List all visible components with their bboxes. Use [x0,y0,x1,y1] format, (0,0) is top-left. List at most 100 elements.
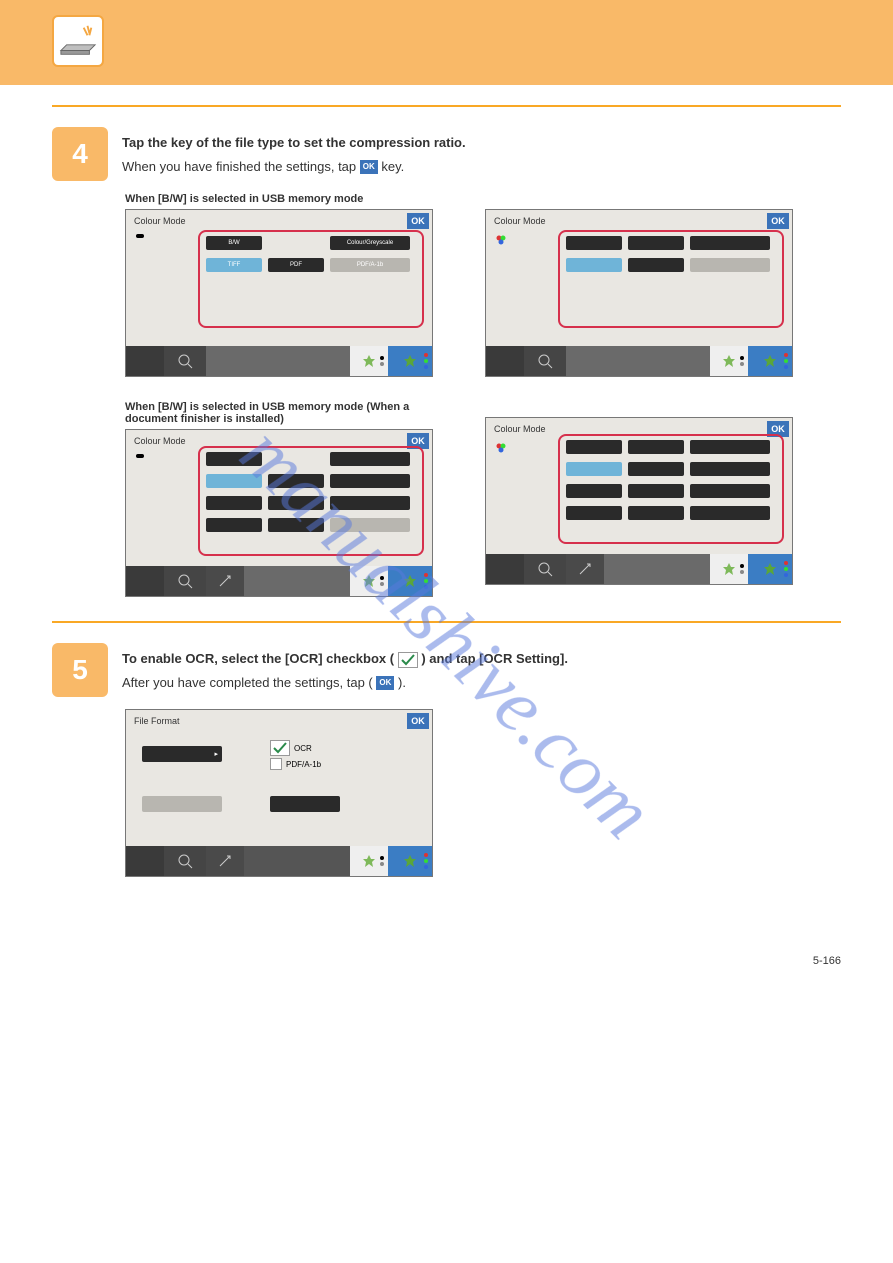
bb-color-start[interactable] [748,554,792,584]
bb-color-start[interactable] [388,346,432,376]
opt-pdf[interactable]: PDF [268,258,324,272]
caption-color-2 [485,401,795,413]
step-4: 4 Tap the key of the file type to set th… [52,127,841,181]
r3c3[interactable] [330,496,410,510]
ok-icon: OK [360,160,378,174]
divider [52,105,841,107]
r1c2[interactable] [628,440,684,454]
bb-mid [206,346,350,376]
bottom-bar [126,346,432,376]
bb-others[interactable] [206,566,244,596]
r3c2[interactable] [628,484,684,498]
ocr-checkbox-row[interactable]: OCR [270,740,312,756]
r4c2[interactable] [628,506,684,520]
bb-others[interactable] [566,554,604,584]
step5-line1: To enable OCR, select the [OCR] checkbox… [122,651,398,666]
bb-bw-start[interactable] [350,846,388,876]
bb-preview[interactable] [164,566,206,596]
bb-bw-start[interactable] [710,346,748,376]
pdfa-label: PDF/A-1b [286,760,321,769]
bb-bw-start[interactable] [350,346,388,376]
screen-color-1: OK Colour Mode [485,209,793,377]
bb-preview[interactable] [524,346,566,376]
r3c1[interactable] [566,484,622,498]
r3c3[interactable] [690,484,770,498]
checkbox-checked-icon [398,652,418,668]
divider-2 [52,621,841,623]
page-footer: 5-166 [0,917,893,977]
pdfa-checkbox-row[interactable]: PDF/A-1b [270,758,321,770]
r2c1[interactable] [566,462,622,476]
r1c1[interactable] [566,440,622,454]
header-bar [0,0,893,85]
scanner-icon [52,15,104,67]
opt-3[interactable] [690,236,770,250]
opt-6[interactable] [690,258,770,272]
opt-2[interactable] [628,236,684,250]
bb-color-start[interactable] [388,566,432,596]
bb-mid [604,554,710,584]
r3c2[interactable] [268,496,324,510]
r3c1[interactable] [206,496,262,510]
bottom-bar [126,566,432,596]
step5-line2-post: ). [398,675,406,690]
r2c1[interactable] [206,474,262,488]
ok-corner[interactable]: OK [407,213,429,229]
r2c3[interactable] [330,474,410,488]
bb-preview[interactable] [164,346,206,376]
step4-line1-end: key. [381,159,404,174]
screen-title: Colour Mode [494,424,546,434]
bottom-bar [486,554,792,584]
ocr-label: OCR [294,744,312,753]
bb-preview[interactable] [164,846,206,876]
caption-bw-1: When [B/W] is selected in USB memory mod… [125,193,435,205]
bb-others[interactable] [206,846,244,876]
bb-back[interactable] [126,566,164,596]
color-bullet-icon [496,232,506,242]
bb-preview[interactable] [524,554,566,584]
r2c2[interactable] [268,474,324,488]
bb-color-start[interactable] [388,846,432,876]
caption-color-1 [485,193,795,205]
r4c2[interactable] [268,518,324,532]
bb-bw-start[interactable] [350,566,388,596]
r1c1[interactable] [206,452,262,466]
screen-title: Colour Mode [494,216,546,226]
step5-line1-end: ) and tap [OCR Setting]. [421,651,568,666]
step-badge-4: 4 [52,127,108,181]
bb-back[interactable] [486,554,524,584]
opt-1[interactable] [566,236,622,250]
opt-ocr-setting[interactable] [270,796,340,812]
step5-line2-pre: After you have completed the settings, t… [122,675,376,690]
bb-mid [566,346,710,376]
opt-5[interactable] [628,258,684,272]
opt-tiff[interactable]: TIFF [206,258,262,272]
r4c1[interactable] [206,518,262,532]
step-badge-5: 5 [52,643,108,697]
bb-bw-start[interactable] [710,554,748,584]
r4c3[interactable] [330,518,410,532]
r2c2[interactable] [628,462,684,476]
bb-color-start[interactable] [748,346,792,376]
r4c1[interactable] [566,506,622,520]
ok-corner[interactable]: OK [767,213,789,229]
r4c3[interactable] [690,506,770,520]
r1c3[interactable] [330,452,410,466]
opt-4[interactable] [566,258,622,272]
r1c3[interactable] [690,440,770,454]
step4-line1-pre: Tap the key of the file type to set the … [122,135,466,150]
opt-pages-per-file[interactable] [142,796,222,812]
bb-back[interactable] [126,346,164,376]
opt-color-greyscale[interactable]: ▸ [142,746,222,762]
screen-title: Colour Mode [134,436,186,446]
bb-back[interactable] [126,846,164,876]
screens-row-1: When [B/W] is selected in USB memory mod… [125,193,893,377]
opt-bw[interactable]: B/W [206,236,262,250]
bb-back[interactable] [486,346,524,376]
r2c3[interactable] [690,462,770,476]
screen-bw-2: OK Colour Mode [125,429,433,597]
opt-pdfa[interactable]: PDF/A-1b [330,258,410,272]
ocr-screen-wrap: OK File Format ▸ OCR PDF/A-1b [125,709,893,877]
ok-corner[interactable]: OK [407,713,429,729]
opt-cg[interactable]: Colour/Greyscale [330,236,410,250]
